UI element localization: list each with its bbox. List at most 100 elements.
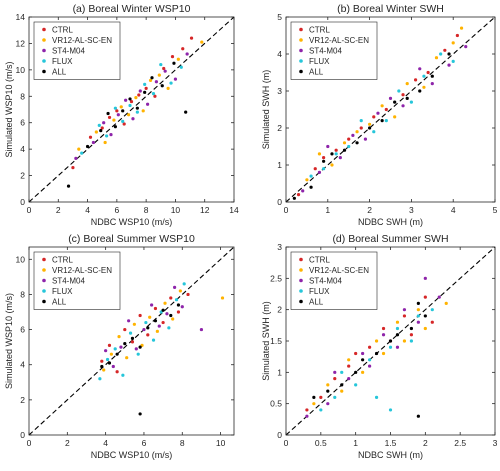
x-tick-label: 1 xyxy=(353,438,358,448)
x-axis-label: NDBC SWH (m) xyxy=(358,217,423,227)
data-point-vr12-al-sc-en xyxy=(416,308,420,312)
data-point-st4-m04 xyxy=(423,276,427,280)
y-axis-label: Simulated WSP10 (m/s) xyxy=(4,293,14,389)
legend-marker xyxy=(299,59,303,63)
data-point-vr12-al-sc-en xyxy=(117,335,121,339)
data-point-st4-m04 xyxy=(388,96,393,100)
legend-label: ST4-M04 xyxy=(309,276,342,285)
data-point-all xyxy=(368,126,372,130)
y-tick-label: 2 xyxy=(277,305,282,315)
data-point-vr12-al-sc-en xyxy=(459,26,464,30)
data-point-all xyxy=(416,414,420,418)
data-point-vr12-al-sc-en xyxy=(380,104,384,108)
data-point-ctrl xyxy=(430,320,434,324)
data-point-all xyxy=(355,141,359,145)
data-point-ctrl xyxy=(107,343,112,347)
data-point-st4-m04 xyxy=(154,80,158,84)
y-tick-label: 0.5 xyxy=(270,399,282,409)
data-point-ctrl xyxy=(115,109,119,113)
data-point-flux xyxy=(372,130,376,134)
data-point-ctrl xyxy=(443,48,447,52)
data-point-vr12-al-sc-en xyxy=(423,326,427,331)
data-point-st4-m04 xyxy=(447,63,451,67)
data-point-flux xyxy=(128,103,132,108)
data-point-ctrl xyxy=(115,370,119,374)
y-tick-label: 10 xyxy=(16,65,26,75)
legend-label: ST4-M04 xyxy=(309,46,342,55)
data-point-all xyxy=(423,314,427,318)
data-point-all xyxy=(292,196,296,200)
data-point-st4-m04 xyxy=(134,347,138,351)
data-point-vr12-al-sc-en xyxy=(405,82,409,86)
data-point-st4-m04 xyxy=(180,305,184,309)
y-tick-label: 10 xyxy=(16,254,26,264)
data-point-flux xyxy=(368,358,372,362)
x-tick-label: 6 xyxy=(142,438,147,448)
legend-label: FLUX xyxy=(52,287,73,296)
data-point-vr12-al-sc-en xyxy=(368,122,372,126)
data-point-st4-m04 xyxy=(102,121,106,125)
data-point-all xyxy=(309,185,313,189)
legend-label: CTRL xyxy=(309,255,330,264)
legend-marker xyxy=(299,268,303,272)
data-point-flux xyxy=(322,167,326,171)
data-point-vr12-al-sc-en xyxy=(434,56,439,60)
data-point-vr12-al-sc-en xyxy=(422,85,426,89)
data-point-all xyxy=(161,308,165,312)
data-point-vr12-al-sc-en xyxy=(451,41,455,45)
data-point-ctrl xyxy=(319,395,323,399)
data-point-all xyxy=(146,326,150,330)
data-point-ctrl xyxy=(423,295,427,299)
data-point-flux xyxy=(98,377,102,381)
data-point-flux xyxy=(388,408,393,412)
data-point-flux xyxy=(334,152,338,156)
data-point-st4-m04 xyxy=(116,113,120,117)
legend-marker xyxy=(42,69,46,74)
data-point-vr12-al-sc-en xyxy=(112,118,116,122)
data-point-flux xyxy=(319,408,323,412)
y-tick-label: 0 xyxy=(20,430,25,440)
data-point-ctrl xyxy=(409,333,413,337)
data-point-vr12-al-sc-en xyxy=(326,383,330,387)
y-tick-label: 0 xyxy=(277,197,282,207)
data-point-all xyxy=(66,184,71,188)
y-tick-label: 6 xyxy=(20,325,25,335)
data-point-st4-m04 xyxy=(185,52,189,56)
data-point-flux xyxy=(113,347,117,351)
data-point-ctrl xyxy=(170,55,175,59)
data-point-st4-m04 xyxy=(91,140,96,145)
data-point-ctrl xyxy=(189,36,194,40)
x-tick-label: 12 xyxy=(200,205,210,215)
data-point-st4-m04 xyxy=(361,351,365,356)
data-point-all xyxy=(312,395,316,399)
data-point-st4-m04 xyxy=(142,327,146,332)
y-tick-label: 2 xyxy=(277,123,282,133)
data-point-vr12-al-sc-en xyxy=(402,339,407,343)
data-point-ctrl xyxy=(305,408,309,412)
legend-box xyxy=(33,251,121,310)
legend-label: VR12-AL-SC-EN xyxy=(309,36,369,45)
data-point-vr12-al-sc-en xyxy=(132,322,136,326)
legend-label: CTRL xyxy=(52,25,73,34)
chart-panel-3: (c) Boreal Summer WSP10 0 2 4 6 8 10 0 2 4 6 8 10 NDB… xyxy=(4,233,235,460)
legend-label: ST4-M04 xyxy=(52,46,85,55)
y-tick-label: 5 xyxy=(277,12,282,22)
data-point-vr12-al-sc-en xyxy=(94,130,98,134)
plot-frame xyxy=(285,246,496,436)
data-point-flux xyxy=(416,314,420,318)
data-point-flux xyxy=(113,106,117,110)
legend-marker xyxy=(42,289,46,293)
data-point-all xyxy=(115,352,119,356)
legend-label: ST4-M04 xyxy=(52,276,85,285)
data-point-ctrl xyxy=(455,33,459,38)
data-point-vr12-al-sc-en xyxy=(200,40,204,44)
data-point-all xyxy=(409,326,413,331)
x-axis-label: NDBC SWH (m) xyxy=(358,450,423,460)
data-point-st4-m04 xyxy=(381,333,386,337)
data-point-ctrl xyxy=(181,47,185,51)
data-point-st4-m04 xyxy=(402,308,407,312)
data-point-flux xyxy=(128,331,133,335)
data-point-vr12-al-sc-en xyxy=(155,329,159,333)
x-tick-label: 1.5 xyxy=(385,438,397,448)
